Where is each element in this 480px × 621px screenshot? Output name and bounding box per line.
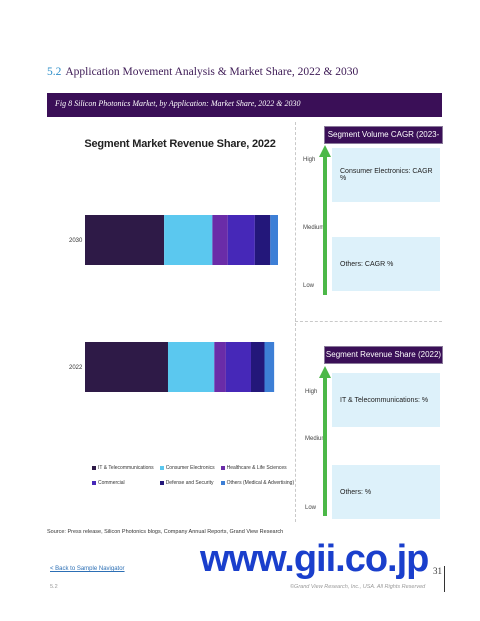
legend-swatch-3: [92, 480, 96, 485]
revenue-level-medium: Medium: [305, 436, 327, 442]
legend-label-1: Consumer Electronics: [165, 464, 215, 471]
revenue-top-box: IT & Telecommunications: %: [332, 373, 440, 427]
bar-segment-2030-2: [212, 215, 228, 265]
legend-item-0: IT & Telecommunications: [92, 463, 154, 472]
chart-title: Segment Market Revenue Share, 2022: [84, 138, 276, 150]
revenue-level-low: Low: [305, 505, 317, 511]
revenue-level-high: High: [305, 389, 318, 395]
footer-copyright: ©Grand View Research, Inc., USA. All Rig…: [290, 584, 426, 590]
revenue-bottom-box: Others: %: [332, 465, 440, 519]
volume-level-medium: Medium: [303, 225, 325, 231]
bar-segment-2030-0: [85, 215, 165, 265]
section-number: 5.2: [47, 66, 62, 78]
bar-segment-2022-2: [214, 342, 226, 392]
figure-caption: Fig 8 Silicon Photonics Market, by Appli…: [55, 99, 301, 108]
legend-label-2: Healthcare & Life Sciences: [226, 464, 287, 471]
revenue-arrow-icon: [319, 366, 331, 516]
bar-segment-2030-4: [254, 215, 271, 265]
bar-segment-2022-3: [225, 342, 251, 392]
legend-label-3: Commercial: [98, 479, 125, 486]
legend-swatch-1: [159, 465, 164, 470]
legend-item-4: Defense and Security: [159, 478, 215, 487]
legend-item-3: Commercial: [92, 478, 154, 487]
bar-segment-2022-0: [85, 342, 168, 392]
chart-legend: IT & Telecommunications Consumer Electron…: [92, 463, 295, 487]
vertical-divider: [295, 122, 296, 522]
volume-arrow-icon: [319, 145, 331, 295]
source-note: Source: Press release, Silicon Photonics…: [47, 529, 284, 535]
bar-segment-2030-1: [164, 215, 213, 265]
bar-segment-2030-3: [227, 215, 255, 265]
page-number: 31: [433, 566, 442, 576]
legend-swatch-0: [92, 465, 96, 470]
footer-section-number: 5.2: [50, 584, 58, 590]
watermark-text: www.gii.co.jp: [200, 538, 429, 580]
category-label-2022: 2022: [69, 365, 83, 371]
legend-swatch-4: [159, 480, 164, 485]
volume-top-box: Consumer Electronics: CAGR %: [332, 148, 440, 202]
legend-swatch-5: [220, 480, 225, 485]
bar-segment-2030-5: [270, 215, 278, 265]
volume-panel-header: Segment Volume CAGR (2023-2030): [324, 126, 443, 155]
legend-item-2: Healthcare & Life Sciences: [220, 463, 295, 472]
volume-level-low: Low: [303, 283, 315, 289]
bar-segment-2022-4: [250, 342, 265, 392]
bar-segment-2022-5: [264, 342, 275, 392]
horizontal-divider: [295, 321, 442, 322]
legend-label-0: IT & Telecommunications: [98, 464, 154, 471]
section-title: 5.2 Application Movement Analysis & Marke…: [47, 66, 358, 78]
bar-segment-2022-1: [167, 342, 215, 392]
revenue-panel-header: Segment Revenue Share (2022): [324, 346, 443, 364]
volume-bottom-box: Others: CAGR %: [332, 237, 440, 291]
legend-item-5: Others (Medical & Advertising): [220, 478, 295, 487]
category-label-2030: 2030: [69, 238, 83, 244]
stacked-bar-chart: 2030 2022: [69, 215, 278, 392]
back-to-navigator-link[interactable]: < Back to Sample Navigator: [50, 566, 125, 572]
legend-swatch-2: [220, 465, 225, 470]
volume-level-high: High: [303, 157, 316, 163]
page-number-divider: [444, 566, 445, 592]
legend-label-4: Defense and Security: [165, 479, 214, 486]
legend-label-5: Others (Medical & Advertising): [226, 479, 295, 486]
section-title-text: Application Movement Analysis & Market S…: [65, 66, 359, 78]
figure-caption-bar: Fig 8 Silicon Photonics Market, by Appli…: [47, 93, 442, 117]
legend-item-1: Consumer Electronics: [159, 463, 215, 472]
